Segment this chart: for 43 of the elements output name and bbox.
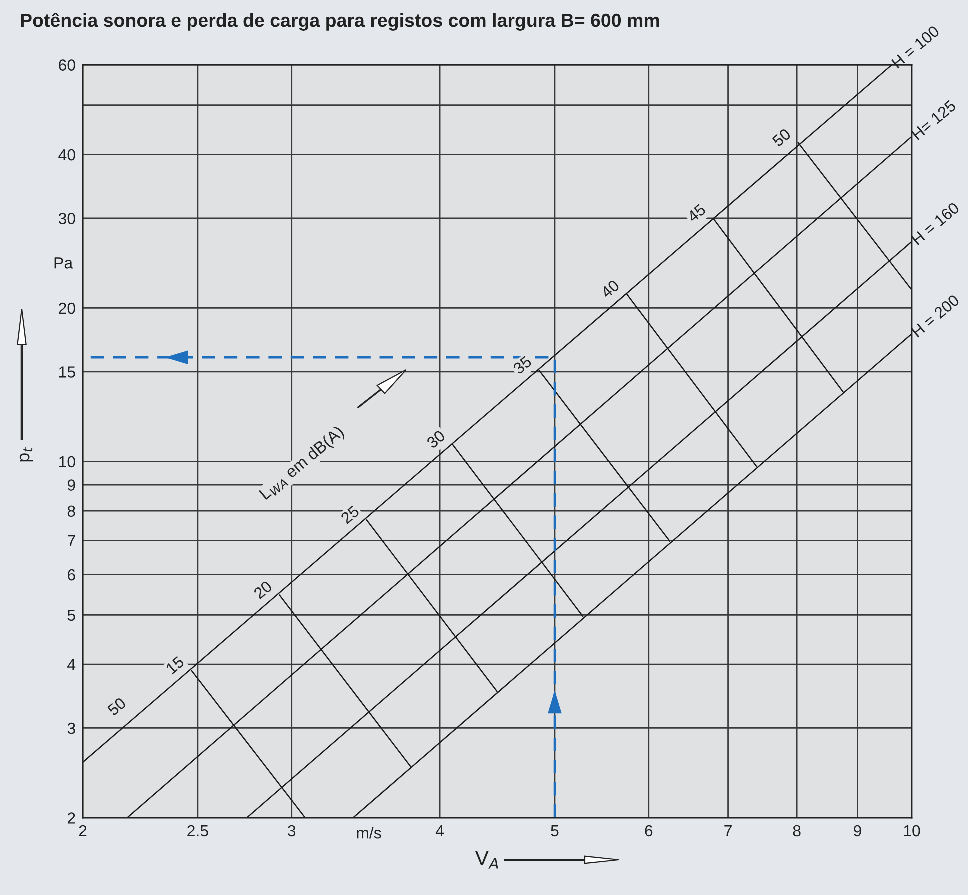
- annotation: 50: [107, 697, 127, 716]
- x-tick-label: 4: [436, 826, 444, 837]
- x-tick-label: 9: [854, 825, 862, 837]
- annotation: L$_{WA}$ em dB(A): [258, 425, 347, 503]
- text: H= 125: [911, 100, 957, 141]
- text: 45: [686, 204, 707, 224]
- y-tick-label: 8: [68, 506, 76, 518]
- x-tick-label: 5: [551, 826, 559, 837]
- y-tick-label: 30: [58, 213, 76, 224]
- y-tick-label: 2: [68, 812, 76, 824]
- text: 25: [340, 505, 360, 524]
- y-tick-label: 5: [68, 610, 76, 622]
- x-tick-label: 2.5: [188, 825, 208, 837]
- y-tick-label: 10: [60, 456, 76, 468]
- text: 50: [772, 128, 792, 148]
- x-tick-label: 2: [79, 825, 87, 837]
- text: 30: [426, 430, 446, 450]
- chart-title: Potência sonora e perda de carga para registos com largura B= 600 mm: [21, 13, 660, 31]
- text: Pa: [54, 258, 74, 269]
- x-tick-label: 8: [793, 825, 801, 837]
- y-tick-label: 4: [68, 659, 76, 670]
- text: 15: [166, 656, 186, 675]
- text: 35: [512, 356, 533, 375]
- y-tick-label: 40: [58, 149, 76, 161]
- text: m/s: [357, 827, 382, 839]
- y-tick-label: 3: [68, 722, 76, 734]
- text: H = 200: [911, 294, 960, 338]
- y-axis-title: p$_{t}$: [20, 447, 34, 462]
- y-tick-label: 6: [68, 569, 76, 581]
- text: H = 100: [891, 25, 940, 69]
- x-tick-label: 7: [724, 826, 732, 837]
- y-tick-label: 9: [68, 480, 76, 491]
- y-tick-label: 20: [59, 302, 76, 314]
- text: 40: [600, 279, 620, 299]
- y-tick-label: 15: [60, 366, 76, 378]
- x-tick-label: 6: [645, 825, 653, 837]
- y-tick-label: 60: [59, 60, 76, 71]
- text: 20: [253, 580, 274, 600]
- y-tick-label: 7: [68, 535, 76, 546]
- x-axis-title: V$_{A}$: [475, 851, 498, 869]
- x-tick-label: 10: [904, 825, 920, 837]
- text: H = 160: [911, 202, 960, 246]
- x-tick-label: 3: [288, 825, 296, 837]
